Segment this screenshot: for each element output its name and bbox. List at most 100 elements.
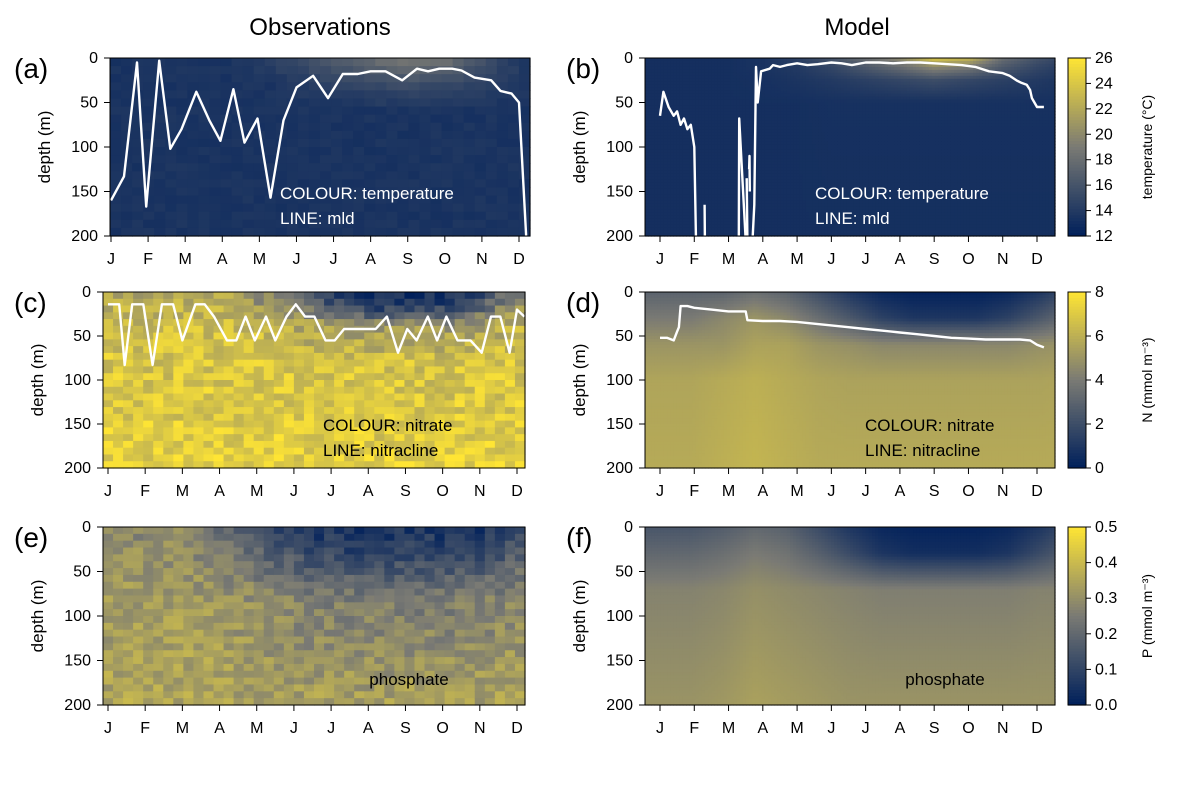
heatmap-cell — [657, 78, 662, 83]
heatmap-cell — [667, 69, 671, 74]
heatmap-cell — [676, 102, 681, 107]
heatmap-cell — [651, 69, 656, 74]
heatmap-cell — [777, 173, 782, 178]
heatmap-cell — [474, 171, 487, 180]
heatmap-cell — [733, 218, 738, 222]
heatmap-cell — [717, 230, 722, 234]
heatmap-cell — [745, 132, 750, 136]
heatmap-cell — [774, 72, 779, 77]
heatmap-cell — [714, 60, 719, 65]
heatmap-cell — [764, 96, 769, 101]
heatmap-cell — [714, 161, 719, 166]
heatmap-cell — [648, 90, 652, 95]
heatmap-cell — [714, 209, 719, 213]
heatmap-cell — [714, 206, 719, 210]
heatmap-cell — [187, 219, 200, 229]
heatmap-cell — [220, 179, 233, 189]
heatmap-cell — [742, 120, 747, 124]
heatmap-cell — [742, 144, 747, 148]
heatmap-cell — [698, 233, 703, 237]
heatmap-cell — [676, 81, 681, 86]
heatmap-cell — [353, 114, 365, 124]
heatmap-cell — [758, 93, 763, 98]
heatmap-cell — [154, 203, 166, 213]
heatmap-cell — [397, 219, 410, 229]
heatmap-cell — [657, 215, 662, 219]
heatmap-cell — [768, 120, 772, 124]
heatmap-cell — [717, 117, 722, 121]
heatmap-cell — [397, 114, 410, 124]
heatmap-cell — [774, 75, 779, 80]
heatmap-cell — [682, 108, 687, 112]
heatmap-cell — [736, 58, 741, 62]
heatmap-cell — [264, 98, 277, 108]
heatmap-cell — [764, 90, 769, 95]
heatmap-cell — [727, 105, 731, 110]
heatmap-cell — [730, 99, 734, 104]
heatmap-cell — [648, 149, 652, 154]
heatmap-cell — [657, 185, 662, 190]
heatmap-cell — [673, 114, 678, 118]
heatmap-cell — [689, 176, 693, 181]
heatmap-cell — [717, 212, 722, 216]
heatmap-cell — [673, 108, 678, 112]
heatmap-cell — [708, 224, 712, 228]
heatmap-cell — [689, 105, 693, 110]
heatmap-cell — [397, 90, 410, 100]
heatmap-cell — [198, 90, 211, 100]
heatmap-cell — [663, 197, 668, 201]
heatmap-cell — [708, 203, 712, 207]
heatmap-cell — [774, 152, 779, 157]
heatmap-cell — [727, 84, 731, 89]
heatmap-cell — [474, 163, 487, 172]
heatmap-cell — [768, 218, 772, 222]
heatmap-cell — [667, 230, 671, 234]
heatmap-cell — [714, 182, 719, 187]
heatmap-cell — [430, 58, 443, 67]
heatmap-cell — [670, 132, 674, 136]
heatmap-cell — [723, 233, 728, 237]
heatmap-cell — [679, 96, 684, 101]
heatmap-cell — [689, 152, 693, 157]
heatmap-cell — [733, 158, 738, 163]
heatmap-cell — [441, 58, 454, 67]
heatmap-cell — [708, 123, 712, 127]
heatmap-cell — [701, 176, 706, 181]
heatmap-cell — [695, 135, 700, 139]
heatmap-cell — [730, 152, 734, 157]
heatmap-cell — [430, 203, 443, 213]
heatmap-cell — [704, 93, 709, 98]
heatmap-cell — [654, 99, 659, 104]
heatmap-cell — [657, 147, 662, 151]
heatmap-cell — [676, 120, 681, 124]
heatmap-cell — [745, 158, 750, 163]
heatmap-cell — [297, 114, 310, 124]
heatmap-cell — [645, 179, 649, 184]
heatmap-cell — [711, 123, 715, 127]
heatmap-cell — [771, 138, 775, 142]
heatmap-cell — [286, 82, 299, 91]
heatmap-cell — [231, 203, 244, 213]
heatmap-cell — [698, 191, 703, 196]
heatmap-cell — [723, 149, 728, 154]
heatmap-cell — [667, 194, 671, 199]
heatmap-cell — [714, 141, 719, 145]
heatmap-cell — [752, 84, 756, 89]
heatmap-cell — [780, 135, 785, 139]
heatmap-cell — [764, 188, 769, 193]
heatmap-cell — [701, 108, 706, 112]
heatmap-cell — [176, 130, 188, 140]
heatmap-cell — [692, 123, 697, 127]
heatmap-cell — [660, 60, 665, 65]
heatmap-cell — [648, 209, 652, 213]
heatmap-cell — [701, 138, 706, 142]
heatmap-cell — [698, 120, 703, 124]
heatmap-cell — [777, 155, 782, 160]
heatmap-cell — [645, 164, 649, 169]
heatmap-cell — [430, 147, 443, 156]
heatmap-cell — [645, 200, 649, 204]
heatmap-cell — [231, 187, 244, 197]
heatmap-cell — [143, 138, 155, 148]
heatmap-cell — [176, 138, 188, 148]
